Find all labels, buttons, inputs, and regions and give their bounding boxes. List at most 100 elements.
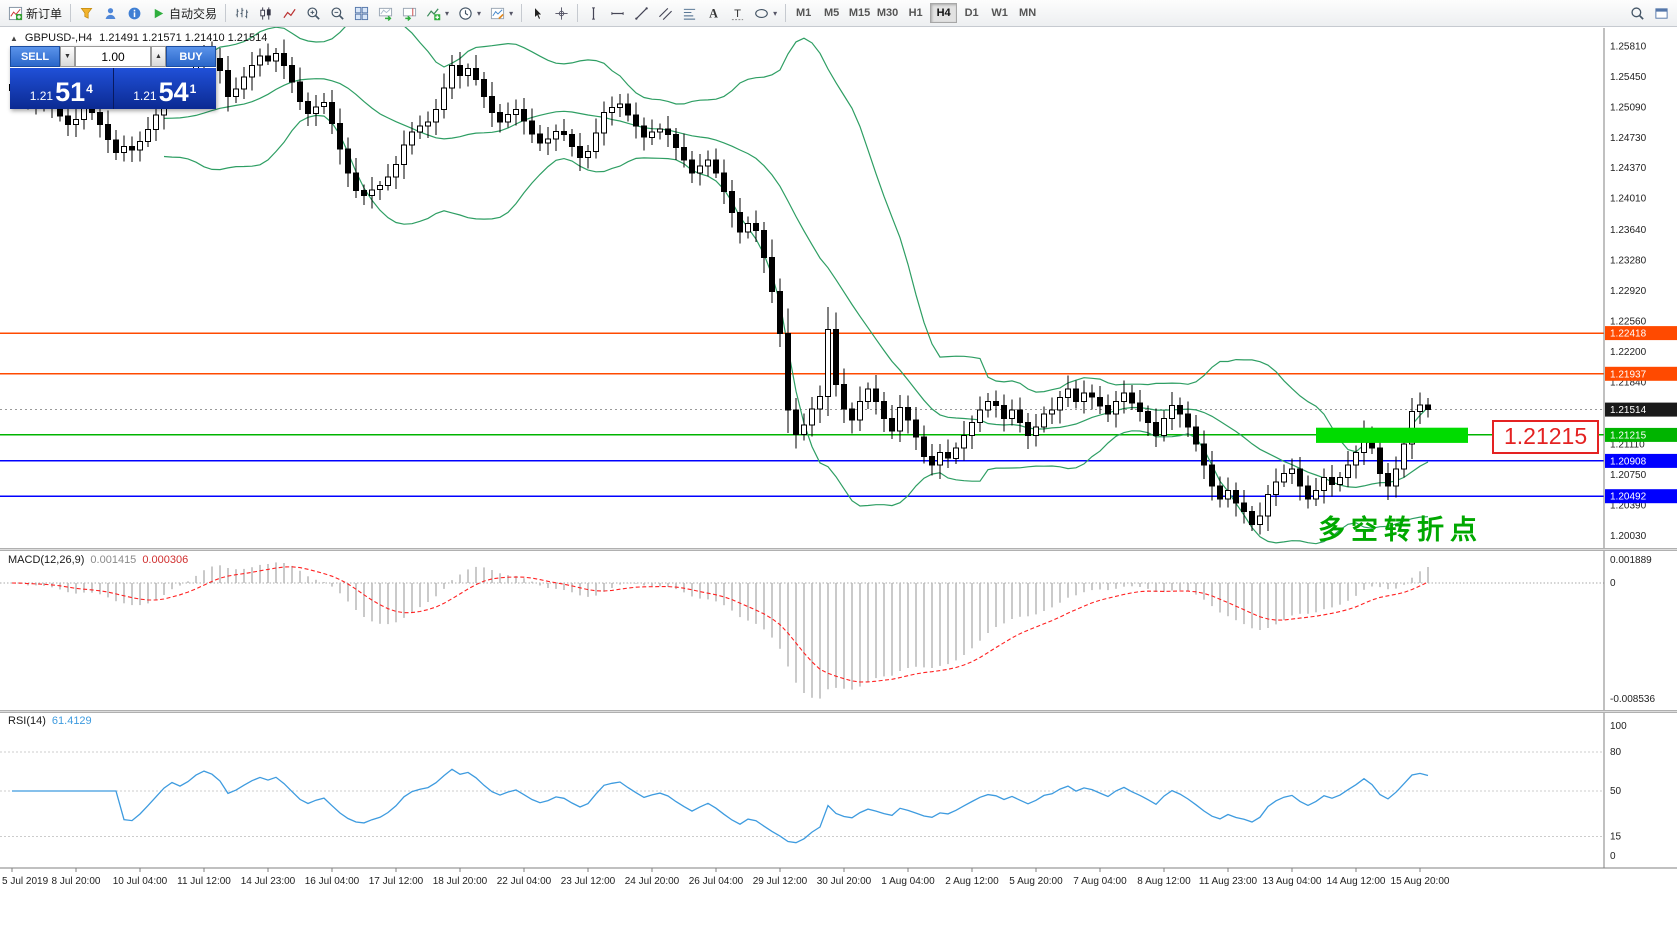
toolbar: 新订单 自动交易 ▾ ▾ ▾ ▾ M1 M5 M15 M30 H1 H4 D1 W1 MN <box>0 0 1677 27</box>
volume-input[interactable] <box>75 46 151 67</box>
crosshair-button[interactable] <box>550 2 573 24</box>
highlight-rectangle[interactable] <box>1316 427 1468 443</box>
search-button[interactable] <box>1626 2 1649 24</box>
shapes-button[interactable]: ▾ <box>750 2 781 24</box>
new-chart-window-button[interactable] <box>1650 2 1673 24</box>
timeframe-mn-button[interactable]: MN <box>1014 3 1041 23</box>
profile-button[interactable] <box>99 2 122 24</box>
timeframe-d1-button[interactable]: D1 <box>958 3 985 23</box>
svg-text:1.21840: 1.21840 <box>1610 378 1647 389</box>
chevron-down-icon: ▾ <box>773 8 778 18</box>
volume-decrease-button[interactable]: ▼ <box>60 46 75 67</box>
svg-text:1.20030: 1.20030 <box>1610 531 1647 542</box>
candlestick-chart-button[interactable] <box>254 2 277 24</box>
text-button[interactable] <box>702 2 725 24</box>
toolbar-separator <box>521 4 523 22</box>
svg-text:1.24010: 1.24010 <box>1610 194 1647 205</box>
macd-main-value: 0.001415 <box>90 554 137 566</box>
buy-button[interactable]: BUY <box>166 46 216 67</box>
chart-shift-button[interactable] <box>398 2 421 24</box>
clock-icon <box>458 6 473 21</box>
timeframe-w1-button[interactable]: W1 <box>986 3 1013 23</box>
current-price-marker[interactable] <box>1605 402 1677 417</box>
vertical-line-button[interactable] <box>582 2 605 24</box>
new-order-button[interactable]: 新订单 <box>4 2 66 24</box>
svg-text:8 Aug 12:00: 8 Aug 12:00 <box>1137 876 1191 887</box>
autotrading-button[interactable]: 自动交易 <box>147 2 221 24</box>
timeframe-m15-button[interactable]: M15 <box>846 3 873 23</box>
new-order-button-label: 新订单 <box>26 6 63 21</box>
template-icon <box>490 6 505 21</box>
neworder-icon <box>8 6 23 21</box>
drawn-annotations[interactable] <box>1316 427 1468 443</box>
sell-price-tile[interactable]: 1.21 51 4 <box>10 68 113 109</box>
metaeditor-button[interactable] <box>75 2 98 24</box>
chart-note-text[interactable]: 多空转折点 <box>1318 515 1483 545</box>
svg-text:11 Jul 12:00: 11 Jul 12:00 <box>177 876 231 887</box>
svg-text:1.21110: 1.21110 <box>1610 439 1645 450</box>
horizontal-line-button[interactable] <box>606 2 629 24</box>
buy-price-tile[interactable]: 1.21 54 1 <box>113 68 216 109</box>
linechart-icon <box>282 6 297 21</box>
rsi-line <box>12 768 1429 844</box>
equidistant-channel-button[interactable] <box>654 2 677 24</box>
timeframe-m30-button[interactable]: M30 <box>874 3 901 23</box>
periods-button[interactable]: ▾ <box>454 2 485 24</box>
level-price-marker[interactable] <box>1605 326 1677 341</box>
trade-controls-row: SELL ▼ ▲ BUY <box>10 46 216 67</box>
collapse-panel-icon[interactable]: ▲ <box>10 33 18 43</box>
level-price-marker[interactable] <box>1605 427 1677 442</box>
chevron-down-icon: ▾ <box>445 8 450 18</box>
toolbar-separator <box>225 4 227 22</box>
svg-text:17 Jul 12:00: 17 Jul 12:00 <box>369 876 424 887</box>
help-button[interactable] <box>123 2 146 24</box>
indicator-icon <box>426 6 441 21</box>
volume-increase-button[interactable]: ▲ <box>151 46 166 67</box>
svg-text:0.001889: 0.001889 <box>1610 555 1652 566</box>
svg-text:23 Jul 12:00: 23 Jul 12:00 <box>561 876 616 887</box>
channel-icon <box>658 6 673 21</box>
templates-button[interactable]: ▾ <box>486 2 517 24</box>
svg-text:1.23280: 1.23280 <box>1610 256 1647 267</box>
level-price-marker[interactable] <box>1605 489 1677 504</box>
cursor-button[interactable] <box>526 2 549 24</box>
sell-price-big: 51 <box>55 77 86 107</box>
play-icon <box>151 6 166 21</box>
price-scale[interactable]: 1.25810 1.25450 1.25090 1.24730 1.24370 1.240… <box>1605 41 1677 542</box>
svg-text:1.22920: 1.22920 <box>1610 286 1647 297</box>
sell-button[interactable]: SELL <box>10 46 60 67</box>
zoom-in-button[interactable] <box>302 2 325 24</box>
svg-text:24 Jul 20:00: 24 Jul 20:00 <box>625 876 680 887</box>
bollinger-bands <box>163 14 1429 545</box>
price-level-callout[interactable]: 1.21215 <box>1492 420 1600 454</box>
timeframe-m1-button[interactable]: M1 <box>790 3 817 23</box>
text-label-button[interactable] <box>726 2 749 24</box>
svg-text:1.22200: 1.22200 <box>1610 347 1647 358</box>
auto-scroll-button[interactable] <box>374 2 397 24</box>
candlesticks <box>9 39 1431 535</box>
trendline-button[interactable] <box>630 2 653 24</box>
timeframe-m5-button[interactable]: M5 <box>818 3 845 23</box>
shapes-icon <box>754 6 769 21</box>
svg-text:1.21215: 1.21215 <box>1610 430 1647 441</box>
svg-text:5 Jul 2019: 5 Jul 2019 <box>2 876 49 887</box>
time-axis[interactable]: 5 Jul 2019 8 Jul 20:00 10 Jul 04:00 11 Jul … <box>2 868 1450 887</box>
level-price-marker[interactable] <box>1605 366 1677 381</box>
tile-windows-button[interactable] <box>350 2 373 24</box>
fibonacci-button[interactable] <box>678 2 701 24</box>
svg-text:15 Aug 20:00: 15 Aug 20:00 <box>1391 876 1450 887</box>
macd-indicator-label: MACD(12,26,9) 0.001415 0.000306 <box>8 554 188 566</box>
timeframe-h4-button[interactable]: H4 <box>930 3 958 23</box>
line-chart-button[interactable] <box>278 2 301 24</box>
svg-text:22 Jul 04:00: 22 Jul 04:00 <box>497 876 552 887</box>
info-icon <box>127 6 142 21</box>
svg-text:-0.008536: -0.008536 <box>1610 694 1655 705</box>
timeframe-h1-button[interactable]: H1 <box>902 3 929 23</box>
funnel-icon <box>79 6 94 21</box>
macd-signal-value: 0.000306 <box>142 554 189 566</box>
level-price-marker[interactable] <box>1605 453 1677 468</box>
indicators-button[interactable]: ▾ <box>422 2 453 24</box>
zoom-out-button[interactable] <box>326 2 349 24</box>
bar-chart-button[interactable] <box>230 2 253 24</box>
